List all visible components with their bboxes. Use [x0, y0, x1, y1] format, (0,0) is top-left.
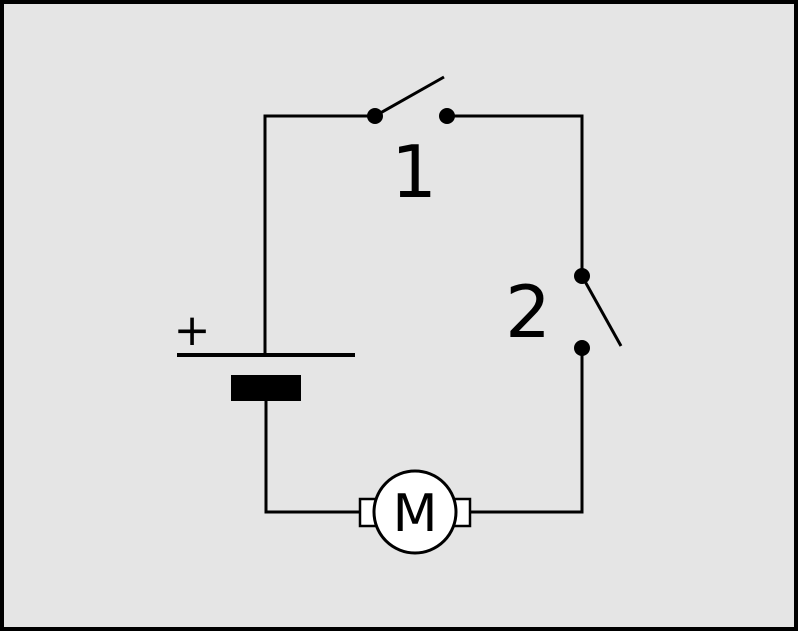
battery-negative-plate [231, 375, 301, 401]
switch-1-label: 1 [391, 130, 437, 214]
switch-1-terminal-right [439, 108, 455, 124]
wire-switch-1-to-switch-2 [447, 114, 584, 276]
motor-body [372, 469, 458, 555]
motor-symbol: M [358, 469, 472, 555]
battery-symbol: + [174, 305, 355, 401]
motor-label: M [393, 484, 438, 544]
switch-1-symbol: 1 [367, 75, 455, 214]
wire-battery-to-switch-1 [263, 114, 375, 355]
wire-switch-2-to-motor [470, 348, 584, 514]
circuit-wires [263, 114, 584, 514]
switch-2-symbol: 2 [505, 268, 623, 356]
wire-motor-to-battery [264, 401, 360, 514]
switch-2-label: 2 [505, 270, 551, 354]
battery-polarity-label: + [174, 305, 211, 356]
switch-1-blade [374, 75, 445, 118]
switch-2-blade [580, 275, 623, 347]
switch-2-terminal-bottom [574, 340, 590, 356]
